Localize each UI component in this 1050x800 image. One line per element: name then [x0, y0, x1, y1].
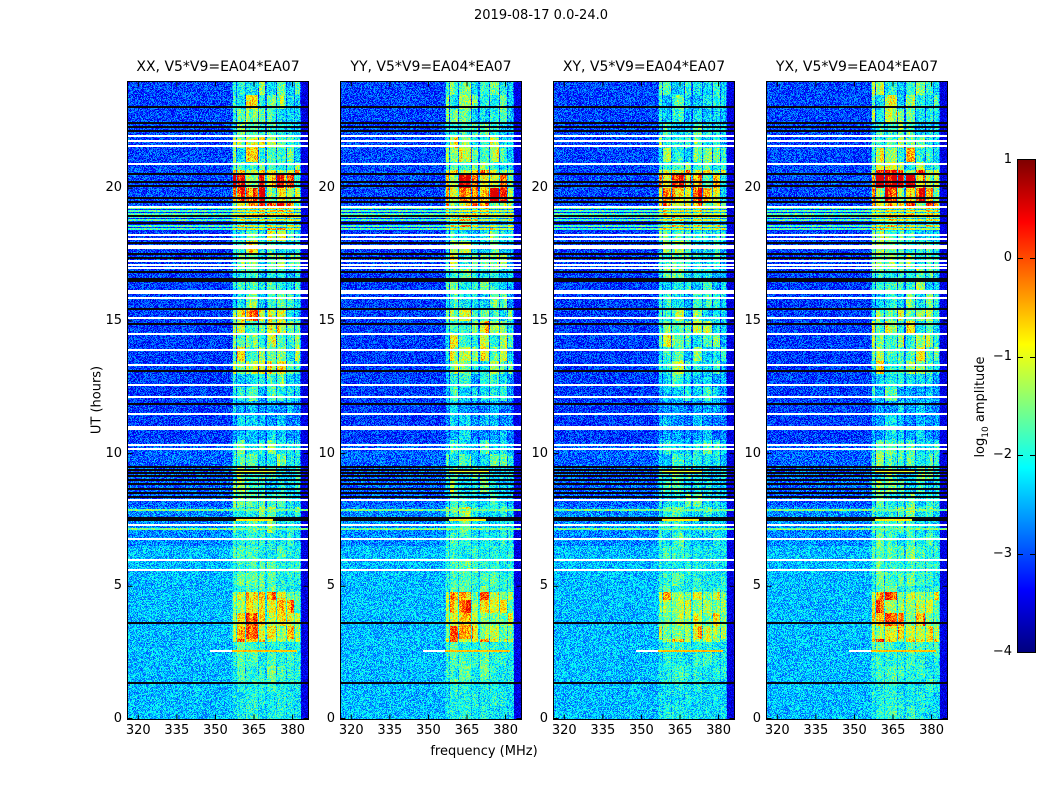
- y-tick-label: 15: [744, 312, 761, 328]
- colorbar-tick-label: −1: [992, 348, 1012, 364]
- panel-title-yx: YX, V5*V9=EA04*EA07: [775, 59, 939, 75]
- x-tick-label: 320: [764, 723, 790, 738]
- panel-title-xx: XX, V5*V9=EA04*EA07: [136, 59, 300, 75]
- colorbar-tick-label: −3: [992, 545, 1012, 561]
- x-tick-label: 365: [241, 723, 267, 738]
- panel-title-yy: YY, V5*V9=EA04*EA07: [350, 59, 512, 75]
- y-tick-label: 20: [744, 180, 761, 196]
- y-tick-label: 5: [113, 578, 122, 594]
- colorbar-tick-label: −4: [992, 644, 1012, 659]
- y-tick-label: 15: [318, 312, 335, 328]
- x-tick-label: 335: [377, 723, 403, 738]
- panel-axes-yy: [340, 81, 522, 720]
- x-tick-label: 350: [203, 723, 228, 738]
- x-tick-label: 350: [416, 723, 441, 738]
- x-tick-label: 320: [338, 723, 364, 738]
- y-tick-label: 10: [744, 445, 761, 461]
- x-tick-label: 365: [880, 723, 906, 738]
- panel-axes-xy: [553, 81, 735, 720]
- spectrogram-xx: [128, 82, 308, 719]
- y-tick-label: 15: [105, 312, 122, 328]
- panel-title-xy: XY, V5*V9=EA04*EA07: [562, 59, 726, 75]
- colorbar-gradient: [1018, 160, 1035, 652]
- y-tick-label: 5: [539, 578, 548, 594]
- x-tick-label: 380: [919, 723, 944, 738]
- x-tick-label: 320: [125, 723, 151, 738]
- colorbar-label-subscript: 10: [980, 426, 991, 438]
- y-tick-label: 0: [539, 711, 548, 726]
- x-tick-label: 380: [706, 723, 731, 738]
- y-tick-label: 5: [752, 578, 761, 594]
- panel-axes-yx: [766, 81, 948, 720]
- x-tick-label: 335: [164, 723, 190, 738]
- y-axis-label: UT (hours): [89, 365, 105, 435]
- x-tick-label: 380: [493, 723, 518, 738]
- y-tick-label: 10: [105, 445, 122, 461]
- y-tick-label: 10: [531, 445, 548, 461]
- y-tick-label: 5: [326, 578, 335, 594]
- colorbar-tick-label: 1: [1003, 152, 1012, 167]
- y-tick-label: 0: [752, 711, 761, 726]
- spectrogram-xy: [554, 82, 734, 719]
- x-tick-label: 365: [454, 723, 480, 738]
- colorbar-label-rest: amplitude: [973, 356, 989, 427]
- x-tick-label: 320: [551, 723, 577, 738]
- colorbar-frame: [1017, 159, 1036, 653]
- spectrogram-yx: [767, 82, 947, 719]
- x-tick-label: 335: [803, 723, 829, 738]
- y-tick-label: 20: [318, 180, 335, 196]
- y-tick-label: 0: [113, 711, 122, 726]
- x-tick-label: 350: [842, 723, 867, 738]
- y-tick-label: 20: [105, 180, 122, 196]
- x-tick-label: 350: [629, 723, 654, 738]
- colorbar-tick-label: 0: [1003, 250, 1012, 266]
- x-axis-label: frequency (MHz): [430, 744, 538, 759]
- y-tick-label: 15: [531, 312, 548, 328]
- panel-axes-xx: [127, 81, 309, 720]
- colorbar-label-text: log: [973, 437, 989, 458]
- spectrogram-yy: [341, 82, 521, 719]
- y-tick-label: 20: [531, 180, 548, 196]
- y-tick-label: 10: [318, 445, 335, 461]
- y-tick-label: 0: [326, 711, 335, 726]
- colorbar-tick-label: −2: [992, 447, 1012, 463]
- x-tick-label: 365: [667, 723, 693, 738]
- colorbar-label: log10 amplitude: [973, 356, 991, 457]
- figure-title: 2019-08-17 0.0-24.0: [474, 8, 608, 23]
- x-tick-label: 335: [590, 723, 616, 738]
- x-tick-label: 380: [280, 723, 305, 738]
